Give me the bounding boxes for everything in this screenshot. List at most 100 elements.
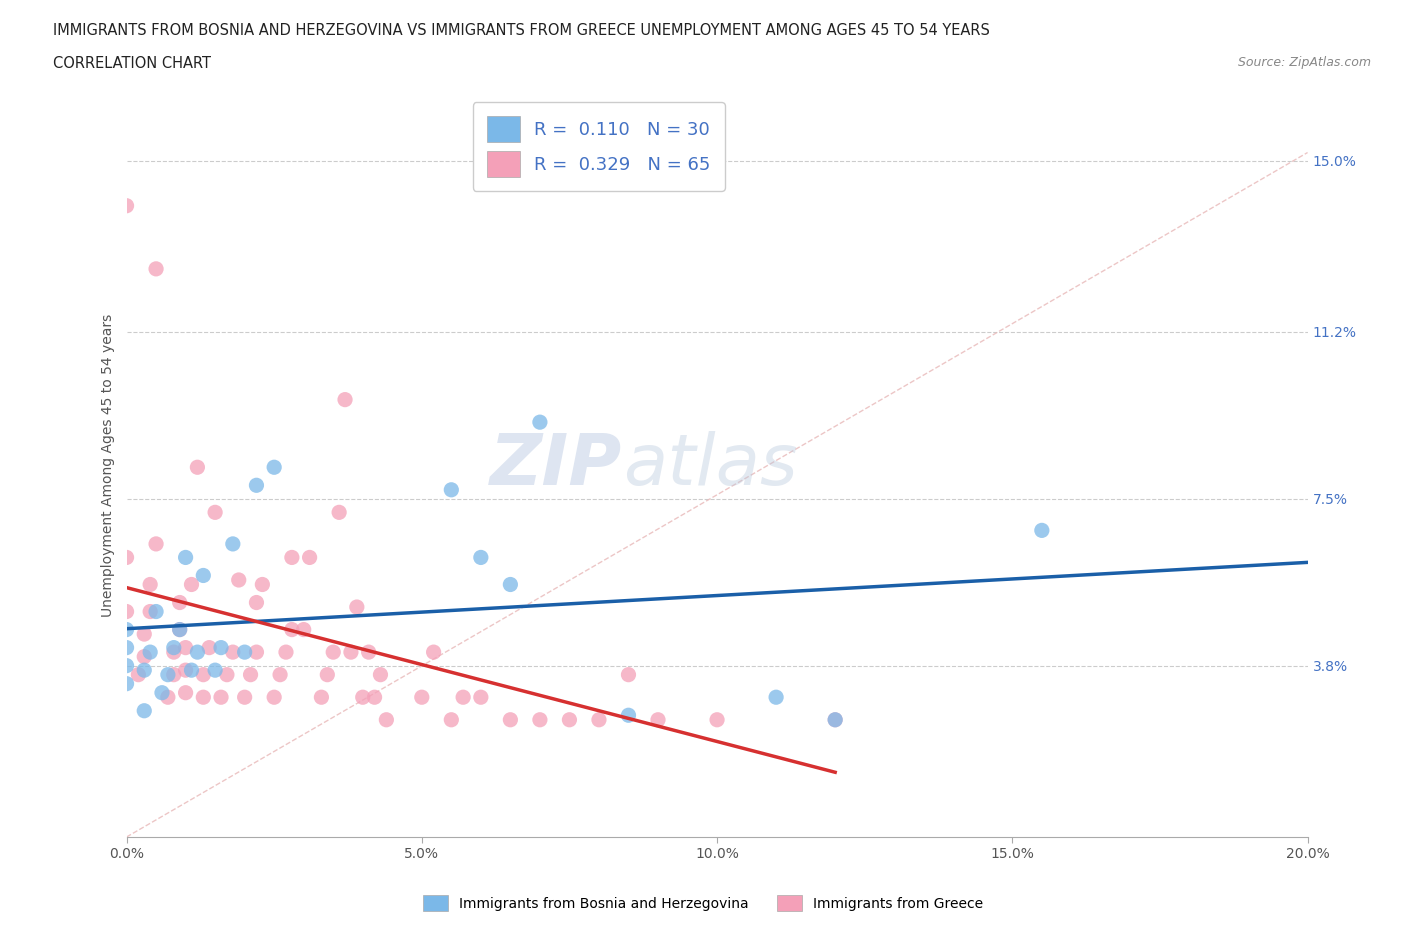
Point	[233, 690, 256, 705]
Point	[193, 568, 215, 583]
Point	[352, 690, 374, 705]
Point	[134, 627, 156, 642]
Point	[134, 663, 156, 678]
Point	[245, 644, 267, 659]
Point	[134, 649, 156, 664]
Point	[558, 712, 581, 727]
Point	[163, 667, 186, 682]
Point	[127, 667, 149, 682]
Point	[239, 667, 262, 682]
Point	[115, 658, 138, 673]
Point	[174, 663, 197, 678]
Point	[765, 690, 787, 705]
Point	[174, 685, 197, 700]
Text: atlas: atlas	[623, 431, 797, 499]
Point	[233, 644, 256, 659]
Point	[115, 198, 138, 213]
Point	[269, 667, 291, 682]
Point	[274, 644, 297, 659]
Point	[163, 644, 186, 659]
Text: ZIP: ZIP	[491, 431, 623, 499]
Legend: Immigrants from Bosnia and Herzegovina, Immigrants from Greece: Immigrants from Bosnia and Herzegovina, …	[416, 887, 990, 919]
Text: CORRELATION CHART: CORRELATION CHART	[53, 56, 211, 71]
Point	[150, 685, 173, 700]
Point	[145, 261, 167, 276]
Point	[363, 690, 385, 705]
Point	[139, 644, 162, 659]
Point	[281, 550, 304, 565]
Point	[440, 483, 463, 498]
Point	[333, 392, 356, 407]
Point	[115, 640, 138, 655]
Point	[186, 644, 208, 659]
Point	[370, 667, 392, 682]
Point	[451, 690, 474, 705]
Point	[422, 644, 444, 659]
Point	[139, 577, 162, 591]
Point	[281, 622, 304, 637]
Point	[193, 690, 215, 705]
Point	[204, 663, 226, 678]
Point	[156, 690, 179, 705]
Point	[115, 676, 138, 691]
Y-axis label: Unemployment Among Ages 45 to 54 years: Unemployment Among Ages 45 to 54 years	[101, 313, 115, 617]
Point	[411, 690, 433, 705]
Point	[180, 577, 202, 591]
Point	[824, 712, 846, 727]
Point	[263, 459, 285, 474]
Point	[440, 712, 463, 727]
Point	[617, 708, 640, 723]
Point	[145, 604, 167, 619]
Point	[529, 712, 551, 727]
Point	[252, 577, 274, 591]
Point	[204, 505, 226, 520]
Point	[115, 604, 138, 619]
Point	[115, 622, 138, 637]
Point	[245, 478, 267, 493]
Point	[617, 667, 640, 682]
Point	[180, 663, 202, 678]
Point	[298, 550, 321, 565]
Point	[470, 690, 492, 705]
Point	[215, 667, 238, 682]
Point	[228, 573, 250, 588]
Point	[328, 505, 350, 520]
Point	[1031, 523, 1053, 538]
Point	[222, 537, 245, 551]
Point	[588, 712, 610, 727]
Point	[375, 712, 398, 727]
Point	[470, 550, 492, 565]
Point	[311, 690, 333, 705]
Point	[139, 604, 162, 619]
Point	[263, 690, 285, 705]
Point	[322, 644, 344, 659]
Point	[346, 600, 368, 615]
Text: IMMIGRANTS FROM BOSNIA AND HERZEGOVINA VS IMMIGRANTS FROM GREECE UNEMPLOYMENT AM: IMMIGRANTS FROM BOSNIA AND HERZEGOVINA V…	[53, 23, 990, 38]
Point	[169, 622, 191, 637]
Point	[245, 595, 267, 610]
Point	[209, 640, 232, 655]
Legend: R =  0.110   N = 30, R =  0.329   N = 65: R = 0.110 N = 30, R = 0.329 N = 65	[472, 102, 725, 191]
Point	[174, 640, 197, 655]
Point	[292, 622, 315, 637]
Point	[316, 667, 339, 682]
Point	[499, 577, 522, 591]
Point	[198, 640, 221, 655]
Point	[824, 712, 846, 727]
Point	[163, 640, 186, 655]
Point	[706, 712, 728, 727]
Point	[134, 703, 156, 718]
Point	[529, 415, 551, 430]
Point	[156, 667, 179, 682]
Point	[174, 550, 197, 565]
Point	[186, 459, 208, 474]
Point	[647, 712, 669, 727]
Text: Source: ZipAtlas.com: Source: ZipAtlas.com	[1237, 56, 1371, 69]
Point	[169, 622, 191, 637]
Point	[499, 712, 522, 727]
Point	[115, 550, 138, 565]
Point	[357, 644, 380, 659]
Point	[222, 644, 245, 659]
Point	[209, 690, 232, 705]
Point	[193, 667, 215, 682]
